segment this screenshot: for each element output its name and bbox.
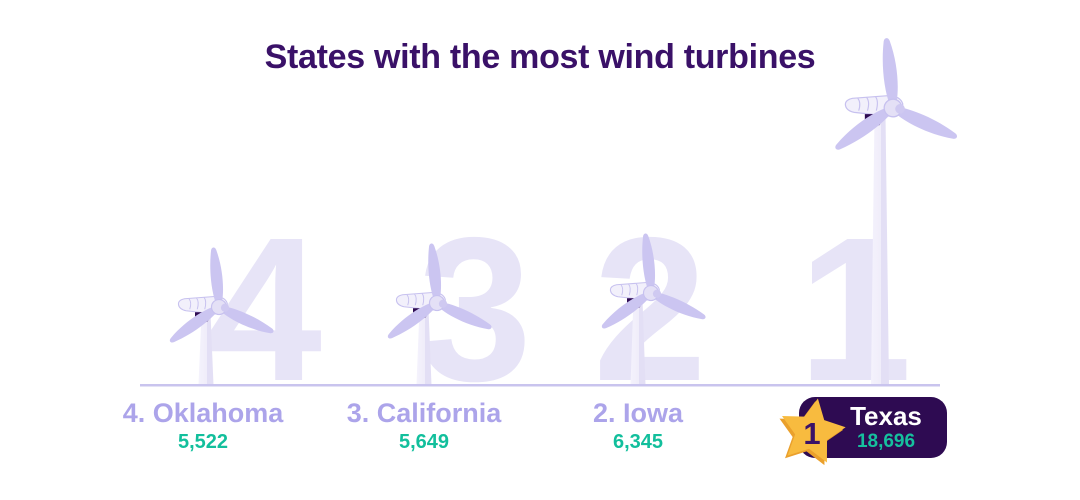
star-rank-number: 1 — [803, 416, 820, 451]
chart-title: States with the most wind turbines — [264, 38, 816, 76]
label-oklahoma: 4. Oklahoma 5,522 — [122, 398, 284, 453]
state-name-oklahoma: 4. Oklahoma — [122, 398, 284, 428]
baseline — [140, 384, 940, 387]
ghost-rank-1: 1 — [798, 195, 912, 424]
state-name-california: 3. California — [346, 398, 502, 428]
state-name-iowa: 2. Iowa — [592, 398, 684, 428]
winner-state-value: 18,696 — [856, 431, 916, 453]
state-value-oklahoma: 5,522 — [177, 430, 229, 453]
state-value-iowa: 6,345 — [612, 430, 664, 453]
state-value-california: 5,649 — [398, 430, 450, 453]
label-california: 3. California 5,649 — [346, 398, 502, 453]
label-iowa: 2. Iowa 6,345 — [592, 398, 684, 453]
rank-1-star-icon: 1 — [779, 398, 846, 466]
turbine-texas — [823, 33, 961, 155]
winner-state-name: Texas — [850, 400, 922, 431]
turbine-towers — [198, 114, 889, 385]
